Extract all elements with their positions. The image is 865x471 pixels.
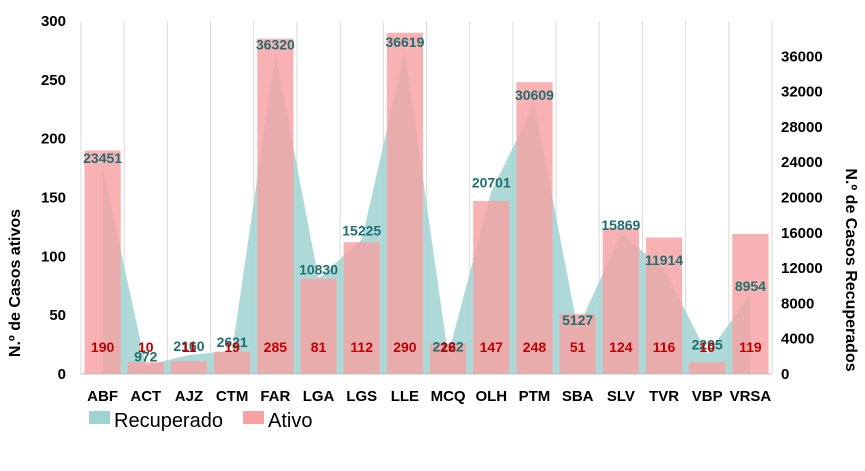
- bar-ativo-olh: [473, 201, 510, 374]
- y2-tick-label: 20000: [781, 190, 823, 207]
- bar-ativo-lga: [300, 278, 337, 374]
- data-label-ativo: 26: [440, 339, 456, 355]
- data-label-recuperado: 10830: [299, 261, 338, 277]
- bar-ativo-tvr: [645, 237, 683, 374]
- x-tick-label: LLE: [391, 388, 419, 405]
- data-label-recuperado: 2621: [217, 334, 248, 350]
- x-tick-label: MCQ: [431, 388, 466, 405]
- data-label-recuperado: 2122: [433, 338, 464, 354]
- y-tick-label: 100: [41, 248, 66, 265]
- data-label-ativo: 10: [699, 339, 715, 355]
- bar-ativo-slv: [602, 228, 639, 374]
- data-label-ativo: 112: [350, 339, 373, 355]
- y2-tick-label: 0: [781, 366, 789, 383]
- bar-ativo-act: [127, 362, 164, 374]
- data-label-recuperado: 15225: [342, 223, 381, 239]
- x-tick-label: ACT: [130, 388, 161, 405]
- data-label-ativo: 190: [91, 339, 115, 355]
- data-label-ativo: 19: [224, 339, 240, 355]
- data-label-recuperado: 8954: [735, 278, 766, 294]
- bar-ativo-vbp: [689, 362, 726, 374]
- y2-tick-label: 36000: [781, 48, 823, 65]
- y-tick-label: 300: [41, 13, 66, 30]
- data-label-recuperado: 972: [134, 348, 158, 364]
- bar-layer: [84, 32, 769, 375]
- legend-swatch-ativo: [243, 411, 264, 424]
- data-label-recuperado: 36320: [256, 36, 295, 52]
- legend-label-recuperado: Recuperado: [114, 410, 223, 432]
- data-label-ativo: 116: [653, 339, 676, 355]
- x-tick-label: SLV: [607, 388, 635, 405]
- x-tick-label: VBP: [692, 388, 723, 405]
- data-label-ativo: 51: [570, 339, 586, 355]
- x-tick-label: PTM: [519, 388, 551, 405]
- data-label-ativo: 147: [480, 339, 504, 355]
- y2-tick-label: 4000: [781, 331, 814, 348]
- data-label-ativo: 10: [138, 339, 154, 355]
- y-tick-label: 200: [41, 131, 66, 148]
- y-tick-label: 50: [49, 307, 66, 324]
- x-tick-label: LGS: [346, 388, 377, 405]
- y2-tick-label: 8000: [781, 295, 814, 312]
- data-label-recuperado: 11914: [645, 252, 683, 268]
- data-label-ativo: 248: [523, 339, 547, 355]
- data-label-ativo: 124: [609, 339, 633, 355]
- x-tick-label: AJZ: [175, 388, 203, 405]
- bar-ativo-mcq: [429, 343, 467, 374]
- x-tick-label: CTM: [216, 388, 249, 405]
- x-tick-label: VRSA: [730, 388, 772, 405]
- bar-ativo-ajz: [170, 361, 208, 374]
- x-tick-label: LGA: [303, 388, 335, 405]
- y-tick-label: 150: [41, 190, 66, 207]
- data-label-recuperado: 20701: [472, 174, 511, 190]
- y-tick-label: 0: [58, 366, 66, 383]
- data-label-recuperado: 2295: [692, 337, 723, 353]
- data-label-recuperado: 15869: [601, 217, 640, 233]
- bar-ativo-sba: [559, 313, 596, 374]
- data-label-recuperado: 36619: [385, 34, 424, 50]
- bar-ativo-far: [257, 38, 294, 375]
- legend: Recuperado Ativo: [89, 410, 312, 432]
- data-label-recuperado: 2160: [173, 338, 204, 354]
- bar-ativo-lle: [386, 32, 424, 375]
- x-tick-label: SBA: [562, 388, 594, 405]
- y2-axis-title: N.º de Casos Recuperados: [842, 168, 859, 371]
- y2-tick-label: 24000: [781, 154, 823, 171]
- y2-tick-label: 28000: [781, 119, 823, 136]
- bar-ativo-lgs: [343, 242, 380, 374]
- x-tick-label: OLH: [475, 388, 507, 405]
- data-label-ativo: 285: [264, 339, 288, 355]
- bar-ativo-ctm: [214, 351, 251, 374]
- axis-layer: ABF ACT AJZ CTM FAR LGA LGS LLE MCQ OLH PTM SBA SLV T…: [41, 13, 823, 405]
- legend-label-ativo: Ativo: [268, 410, 312, 432]
- data-label-ativo: 11: [182, 339, 197, 355]
- label-layer: 23451 972 2160 2621 36320 10830 15225 36619 2122…: [83, 34, 766, 365]
- y2-tick-label: 16000: [781, 225, 823, 242]
- bar-ativo-abf: [84, 150, 121, 374]
- y2-tick-label: 32000: [781, 84, 823, 101]
- x-tick-label: ABF: [87, 388, 118, 405]
- legend-swatch-recuperado: [89, 411, 110, 424]
- data-label-recuperado: 30609: [515, 87, 554, 103]
- data-label-ativo: 119: [739, 339, 762, 355]
- data-label-recuperado: 5127: [562, 312, 593, 328]
- bar-ativo-ptm: [516, 82, 553, 374]
- x-tick-label: TVR: [649, 388, 679, 405]
- data-label-ativo: 81: [311, 339, 327, 355]
- bar-ativo-vrsa: [732, 233, 769, 374]
- data-label-recuperado: 23451: [83, 150, 122, 166]
- y-axis-title: N.º de Casos ativos: [7, 209, 24, 357]
- y-tick-label: 250: [41, 72, 66, 89]
- data-label-ativo: 290: [393, 339, 417, 355]
- y2-tick-label: 12000: [781, 260, 823, 277]
- x-tick-label: FAR: [260, 388, 290, 405]
